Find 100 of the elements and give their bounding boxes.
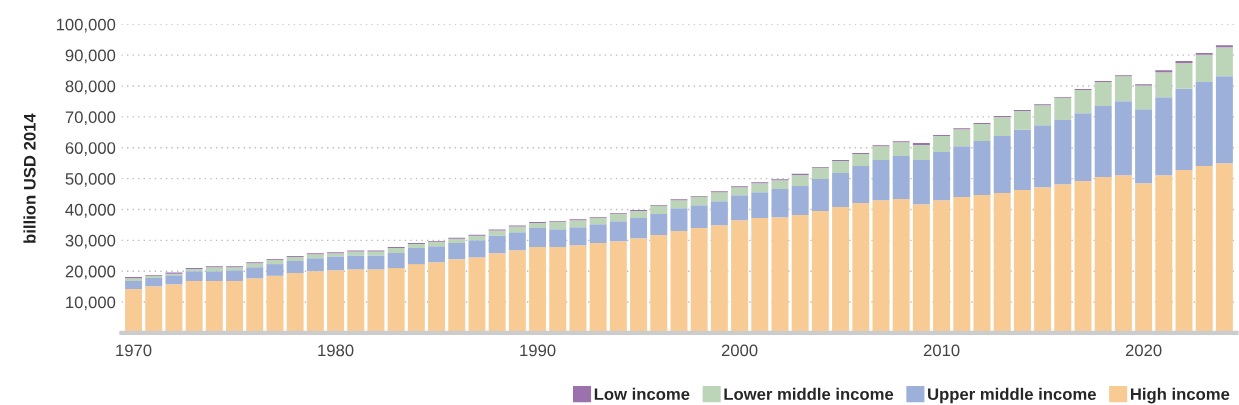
bar: [1054, 184, 1072, 333]
bar: [1195, 165, 1213, 333]
bar: [246, 278, 264, 333]
bar: [973, 194, 991, 333]
bar: [488, 230, 506, 236]
bar: [751, 218, 769, 333]
bar: [731, 220, 749, 333]
bar: [428, 246, 446, 263]
bar: [811, 211, 829, 333]
bar: [569, 245, 587, 333]
bar: [1175, 62, 1193, 89]
bar: [852, 153, 870, 166]
bar: [589, 218, 607, 225]
bar: [226, 270, 244, 282]
bar: [428, 262, 446, 333]
bar: [185, 271, 203, 282]
bar: [1215, 76, 1233, 164]
legend-label: Upper middle income: [928, 387, 1096, 404]
x-tick-label: 2000: [721, 344, 758, 357]
bar: [933, 152, 951, 201]
bar: [832, 173, 850, 207]
y-tick-label: 50,000: [65, 173, 116, 187]
bar: [609, 241, 627, 333]
bar: [609, 221, 627, 242]
bar: [650, 214, 668, 236]
bar: [529, 227, 547, 248]
bar: [630, 211, 648, 219]
bar: [488, 253, 506, 333]
bar: [448, 259, 466, 333]
legend-label: Low income: [594, 387, 690, 401]
bar: [1155, 97, 1173, 176]
bar: [1094, 106, 1112, 178]
y-tick-label: 90,000: [65, 49, 116, 64]
bar: [387, 268, 405, 333]
bar: [1034, 125, 1052, 188]
bar: [751, 192, 769, 219]
bar: [1074, 181, 1092, 333]
bar: [1114, 101, 1132, 176]
bar: [690, 205, 708, 228]
bar: [226, 281, 244, 333]
bar: [407, 264, 425, 333]
bar: [650, 206, 668, 215]
bar: [347, 251, 365, 256]
bar: [205, 281, 223, 333]
bar: [1054, 98, 1072, 120]
bar: [347, 269, 365, 333]
bar: [246, 267, 264, 279]
bar: [448, 243, 466, 260]
bar: [1114, 175, 1132, 333]
bar: [1013, 111, 1031, 130]
bar: [650, 235, 668, 333]
bar: [549, 247, 567, 333]
bar: [892, 156, 910, 199]
x-tick-label: 2020: [1125, 344, 1162, 357]
bar: [1215, 47, 1233, 77]
bar: [286, 273, 304, 333]
bar: [993, 116, 1011, 137]
bar: [286, 256, 304, 261]
bar: [630, 218, 648, 239]
y-axis-title: billion USD 2014: [23, 113, 36, 243]
bar: [771, 180, 789, 190]
bar: [791, 215, 809, 333]
bar: [912, 204, 930, 333]
bar: [852, 165, 870, 203]
bar: [569, 227, 587, 246]
bar: [488, 235, 506, 254]
bar: [1215, 163, 1233, 333]
legend-label: Lower middle income: [724, 387, 894, 401]
bar: [529, 223, 547, 228]
bar: [912, 144, 930, 161]
bar: [933, 200, 951, 333]
bar: [327, 256, 345, 271]
bar: [872, 160, 890, 201]
bar: [1135, 109, 1153, 184]
bar: [953, 146, 971, 198]
bar: [508, 250, 526, 333]
bar: [690, 227, 708, 333]
bar: [165, 284, 183, 333]
y-tick-label: 40,000: [65, 203, 116, 218]
bar: [811, 167, 829, 179]
bar: [953, 197, 971, 333]
bar: [387, 248, 405, 253]
bar: [468, 240, 486, 258]
x-tick-label: 1970: [116, 344, 152, 357]
bar: [933, 136, 951, 153]
bar: [569, 220, 587, 228]
y-tick-label: 100,000: [56, 18, 116, 33]
bar: [125, 289, 143, 333]
y-tick-label: 70,000: [65, 111, 116, 126]
bar: [266, 260, 284, 265]
bar: [609, 214, 627, 222]
bar: [731, 195, 749, 221]
bar: [306, 258, 324, 272]
bar: [246, 263, 264, 268]
bar: [266, 264, 284, 276]
bar: [1135, 183, 1153, 333]
bar: [751, 183, 769, 193]
bar: [791, 174, 809, 187]
bar: [892, 198, 910, 333]
bar: [1034, 105, 1052, 126]
